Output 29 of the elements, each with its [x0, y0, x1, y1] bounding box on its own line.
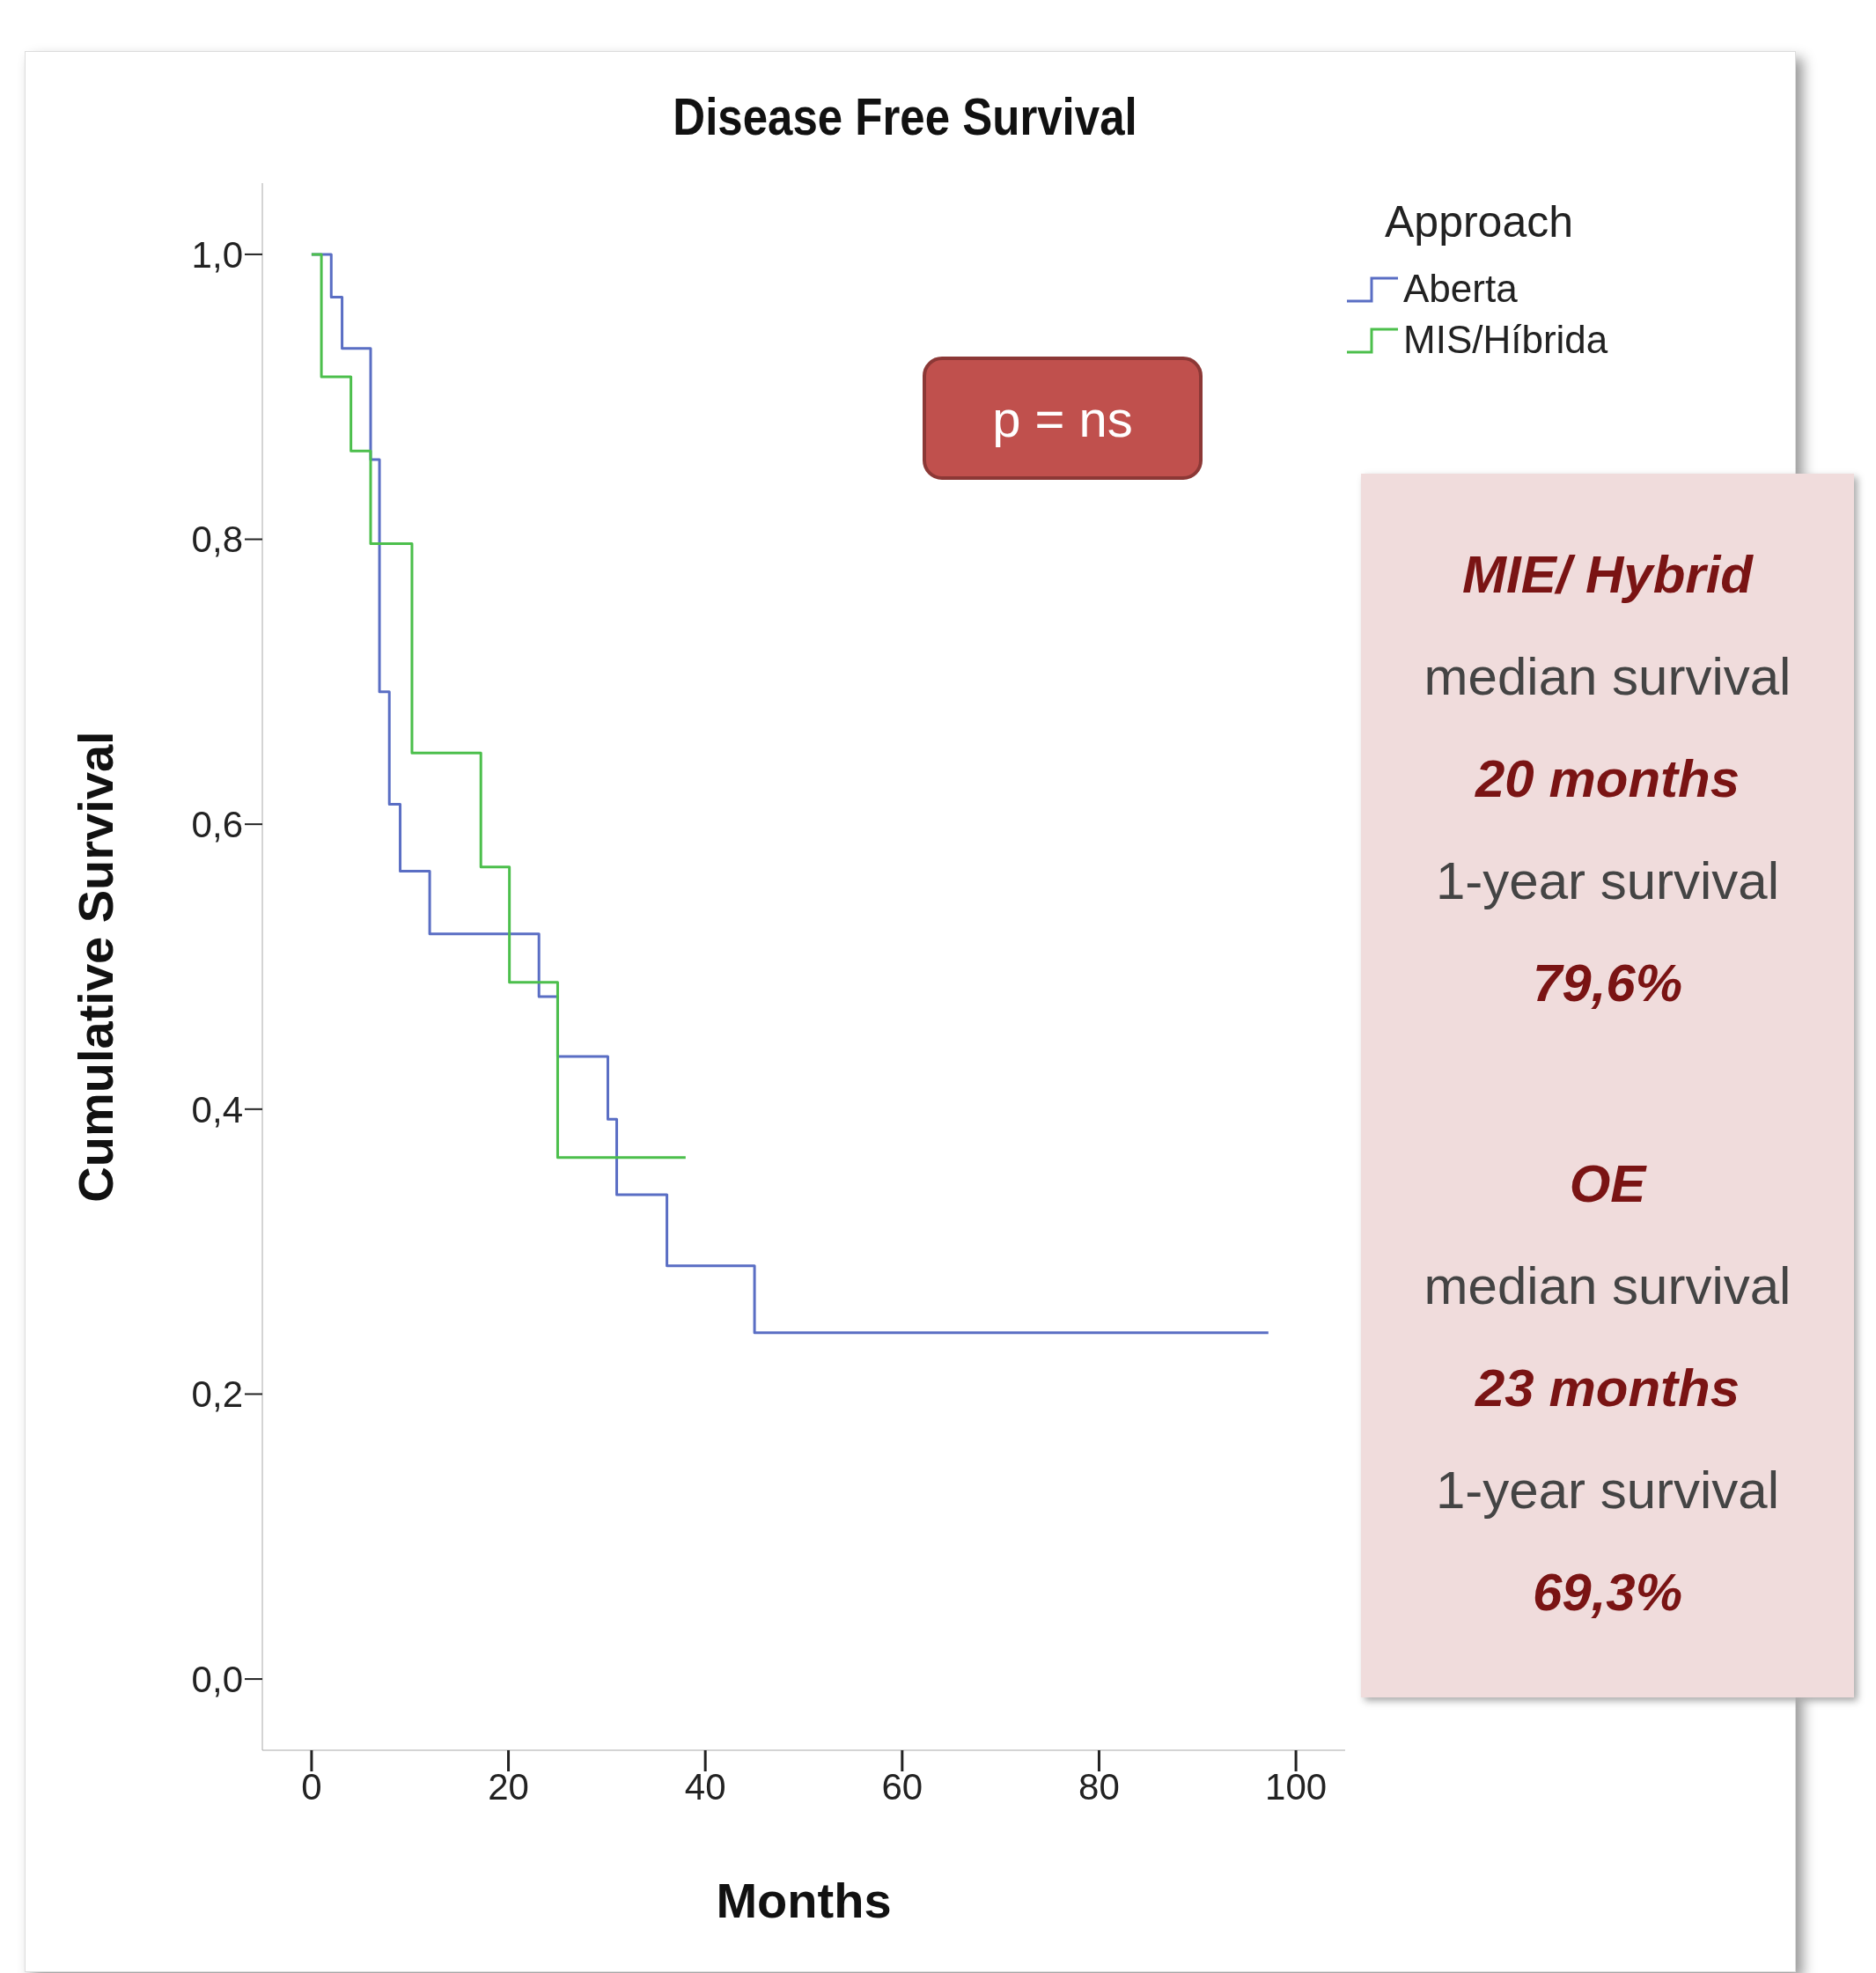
text: OE [1569, 1153, 1646, 1215]
text: 69,3% [1532, 1562, 1683, 1623]
y-tick-label: 0,4 [191, 1088, 243, 1130]
x-tick-label: 0 [301, 1765, 322, 1807]
text: 1-year survival [1435, 1460, 1780, 1521]
text: median survival [1424, 646, 1791, 708]
y-tick-label: 0,6 [191, 804, 243, 846]
text: 23 months [1475, 1358, 1740, 1419]
x-tick-label: 40 [684, 1765, 726, 1807]
x-axis-title: Months [716, 1873, 892, 1928]
x-tick-label: 20 [488, 1765, 529, 1807]
text: 79,6% [1532, 953, 1683, 1014]
text: median survival [1424, 1255, 1791, 1317]
text: 1-year survival [1435, 850, 1780, 912]
y-tick-label: 0,8 [191, 519, 243, 561]
legend-label: Aberta [1403, 267, 1518, 311]
x-tick-label: 100 [1265, 1765, 1328, 1807]
y-tick-label: 0,2 [191, 1373, 243, 1416]
y-axis-title: Cumulative Survival [67, 731, 123, 1203]
x-tick-label: 60 [881, 1765, 923, 1807]
legend-label: MIS/Híbrida [1403, 318, 1608, 362]
y-tick-label: 0,0 [191, 1659, 243, 1700]
legend-title: Approach [1385, 196, 1575, 247]
y-tick-label: 1,0 [191, 233, 243, 276]
chart-title: Disease Free Survival [672, 86, 1138, 147]
text: 20 months [1475, 748, 1740, 810]
text: MIE/ Hybrid [1461, 544, 1754, 606]
x-tick-label: 80 [1078, 1765, 1120, 1807]
annotation: p = ns [923, 357, 1203, 480]
